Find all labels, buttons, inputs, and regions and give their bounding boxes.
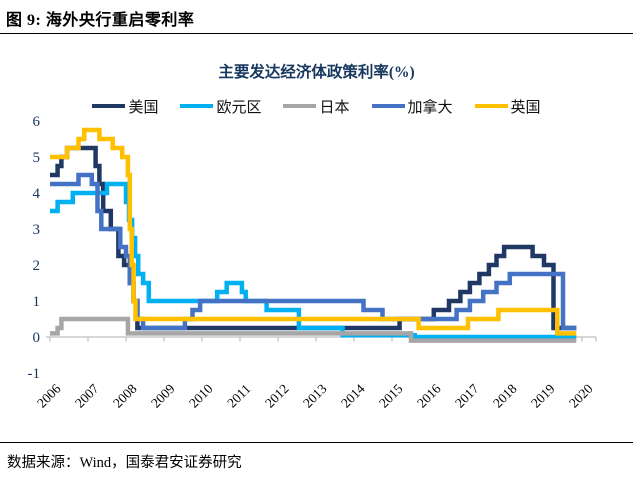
series-line-4 xyxy=(50,127,577,336)
series-line-0 xyxy=(50,145,577,331)
y-tick-label: 3 xyxy=(33,222,41,238)
y-tick-label: -1 xyxy=(28,366,41,382)
data-source: 数据来源：Wind，国泰君安证券研究 xyxy=(7,455,242,471)
legend-line-swatch-japan xyxy=(283,103,317,109)
legend-line-swatch-eurozone xyxy=(180,103,214,109)
legend-label-uk: 英国 xyxy=(510,99,541,116)
x-tick-label: 2015 xyxy=(376,381,406,411)
x-tick-label: 2019 xyxy=(528,381,558,411)
figure-title: 图 9: 海外央行重启零利率 xyxy=(6,12,195,29)
x-tick-label: 2016 xyxy=(414,381,444,411)
legend-line-swatch-us xyxy=(92,103,126,109)
x-tick-label: 2010 xyxy=(186,381,216,411)
series-line-3 xyxy=(50,172,577,331)
x-tick-label: 2017 xyxy=(452,381,482,411)
legend-item-canada: 加拿大 xyxy=(371,96,453,117)
y-tick-label: 0 xyxy=(33,330,41,346)
footer-divider xyxy=(0,442,633,443)
legend-label-eurozone: 欧元区 xyxy=(216,99,262,116)
x-tick-label: 2012 xyxy=(262,381,292,411)
legend-label-japan: 日本 xyxy=(319,99,350,116)
x-tick-label: 2006 xyxy=(34,381,64,411)
x-tick-label: 2008 xyxy=(110,381,140,411)
x-tick-label: 2013 xyxy=(300,381,330,411)
legend-item-japan: 日本 xyxy=(283,96,350,117)
series-line-1 xyxy=(50,181,577,340)
y-tick-label: 4 xyxy=(33,186,41,202)
legend-item-us: 美国 xyxy=(92,96,158,117)
chart-legend: 美国 欧元区 日本 加拿大 英国 xyxy=(0,96,633,116)
x-tick-label: 2014 xyxy=(338,381,368,411)
x-tick-label: 2020 xyxy=(566,381,596,411)
legend-item-eurozone: 欧元区 xyxy=(180,96,261,117)
legend-label-canada: 加拿大 xyxy=(407,99,453,116)
x-tick-label: 2009 xyxy=(148,381,178,411)
header-divider xyxy=(0,33,633,34)
series-line-2 xyxy=(50,316,577,343)
x-tick-label: 2011 xyxy=(224,381,253,410)
x-tick-label: 2018 xyxy=(490,381,520,411)
legend-line-swatch-canada xyxy=(371,103,405,109)
legend-item-uk: 英国 xyxy=(474,96,541,117)
chart-title: 主要发达经济体政策利率(%) xyxy=(218,64,415,81)
y-tick-label: 1 xyxy=(33,294,41,310)
legend-label-us: 美国 xyxy=(128,99,159,116)
y-tick-label: 2 xyxy=(33,258,41,274)
y-tick-label: 6 xyxy=(33,114,41,130)
x-tick-label: 2007 xyxy=(72,381,102,411)
y-tick-label: 5 xyxy=(33,150,41,166)
legend-line-swatch-uk xyxy=(474,103,508,109)
